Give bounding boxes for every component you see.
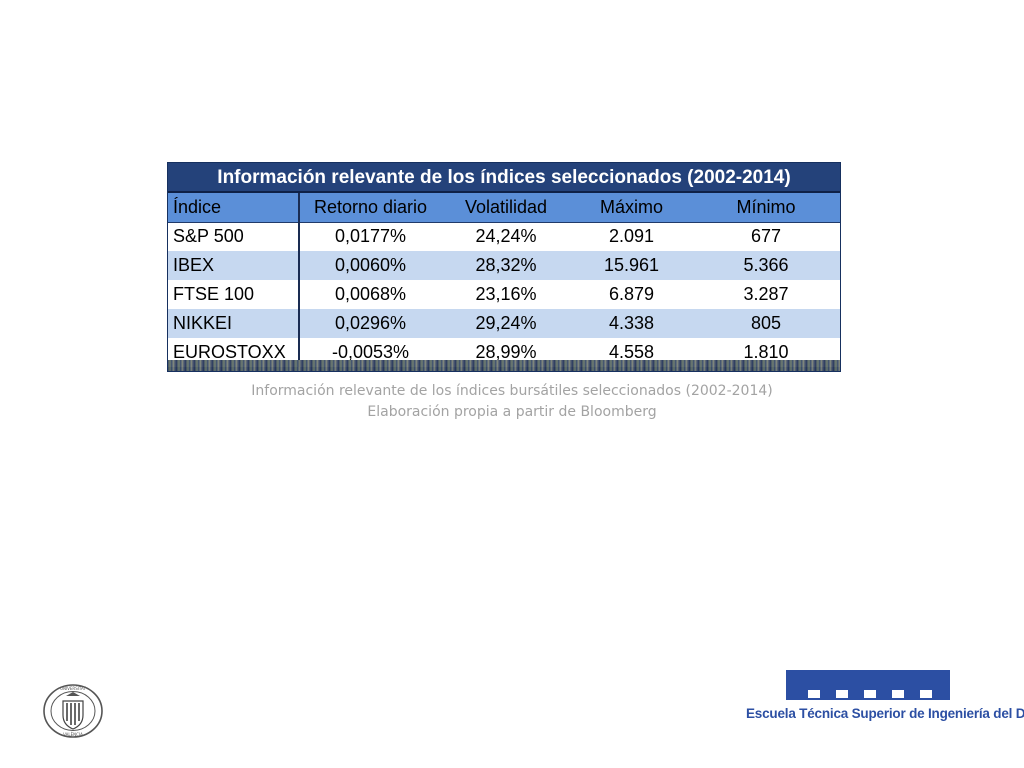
table-cell: 5.366	[692, 251, 840, 280]
table-cell: 2.091	[571, 222, 692, 251]
data-table: Índice Retorno diario Volatilidad Máximo…	[168, 193, 840, 367]
school-logo: Escuela Técnica Superior de Ingeniería d…	[746, 670, 1024, 730]
logo-square	[836, 690, 848, 698]
table-cell: FTSE 100	[168, 280, 300, 309]
table-cell: 28,32%	[441, 251, 571, 280]
table-row: FTSE 100 0,0068% 23,16% 6.879 3.287	[168, 280, 840, 309]
table-cell: 4.338	[571, 309, 692, 338]
logo-squares	[808, 690, 932, 698]
table-title: Información relevante de los índices sel…	[168, 163, 840, 193]
table-cell: 0,0068%	[299, 280, 441, 309]
table-row: S&P 500 0,0177% 24,24% 2.091 677	[168, 222, 840, 251]
table-row: NIKKEI 0,0296% 29,24% 4.338 805	[168, 309, 840, 338]
table-cell: NIKKEI	[168, 309, 300, 338]
table-cell: S&P 500	[168, 222, 300, 251]
image-artifact-strip	[168, 360, 840, 371]
table-row: IBEX 0,0060% 28,32% 15.961 5.366	[168, 251, 840, 280]
table-cell: 0,0060%	[299, 251, 441, 280]
university-seal-icon: UNIVERSITAT VALÈNCIA	[43, 684, 103, 738]
svg-text:VALÈNCIA: VALÈNCIA	[63, 732, 83, 737]
table-header-row: Índice Retorno diario Volatilidad Máximo…	[168, 193, 840, 223]
source-caption: Elaboración propia a partir de Bloomberg	[367, 404, 657, 420]
table-cell: 23,16%	[441, 280, 571, 309]
table-caption: Información relevante de los índices bur…	[251, 383, 773, 399]
table-cell: 0,0296%	[299, 309, 441, 338]
table-cell: 677	[692, 222, 840, 251]
table-cell: 15.961	[571, 251, 692, 280]
table-cell: IBEX	[168, 251, 300, 280]
table-cell: 3.287	[692, 280, 840, 309]
column-header: Mínimo	[692, 193, 840, 223]
table-cell: 0,0177%	[299, 222, 441, 251]
column-header: Máximo	[571, 193, 692, 223]
column-header: Volatilidad	[441, 193, 571, 223]
table-cell: 805	[692, 309, 840, 338]
logo-block	[786, 670, 950, 700]
column-header: Retorno diario	[299, 193, 441, 223]
logo-square	[808, 690, 820, 698]
column-header: Índice	[168, 193, 300, 223]
table-cell: 6.879	[571, 280, 692, 309]
logo-square	[864, 690, 876, 698]
logo-square	[920, 690, 932, 698]
index-table: Información relevante de los índices sel…	[167, 162, 841, 372]
logo-square	[892, 690, 904, 698]
svg-text:UNIVERSITAT: UNIVERSITAT	[60, 686, 86, 691]
table-cell: 29,24%	[441, 309, 571, 338]
school-name: Escuela Técnica Superior de Ingeniería d…	[746, 706, 1024, 721]
table-cell: 24,24%	[441, 222, 571, 251]
